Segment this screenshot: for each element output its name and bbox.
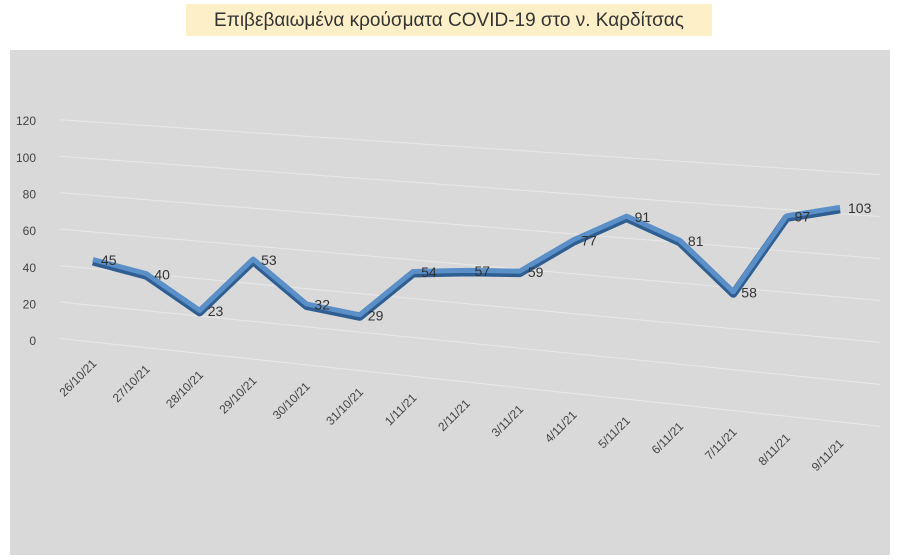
data-label: 29 (368, 308, 384, 324)
grid-line (59, 337, 881, 427)
data-label: 77 (581, 233, 597, 249)
data-line (92, 204, 841, 318)
data-label: 23 (208, 303, 224, 319)
data-label: 53 (261, 252, 277, 268)
grid-line (59, 265, 881, 343)
y-tick-label: 120 (16, 114, 36, 128)
data-label: 103 (848, 200, 872, 216)
data-label: 97 (795, 209, 811, 225)
grid-line (59, 301, 881, 385)
y-tick-label: 20 (23, 298, 37, 312)
y-tick-label: 100 (16, 151, 36, 165)
y-tick-label: 80 (23, 188, 37, 202)
grid-line (59, 228, 881, 301)
data-label: 32 (314, 297, 330, 313)
data-label: 81 (688, 233, 704, 249)
data-label: 91 (635, 209, 651, 225)
grid-line (59, 155, 881, 218)
data-label: 59 (528, 264, 544, 280)
chart-title: Επιβεβαιωμένα κρούσματα COVID-19 στο ν. … (214, 10, 684, 31)
y-tick-label: 40 (23, 261, 37, 275)
grid-line (59, 119, 881, 176)
data-label: 54 (421, 264, 437, 280)
title-box (186, 4, 712, 36)
grid-line (59, 192, 881, 260)
data-label: 57 (475, 263, 491, 279)
data-label: 45 (101, 252, 117, 268)
data-label: 40 (154, 266, 170, 282)
y-tick-label: 0 (29, 334, 36, 348)
y-tick-label: 60 (23, 224, 37, 238)
data-label: 58 (741, 285, 757, 301)
